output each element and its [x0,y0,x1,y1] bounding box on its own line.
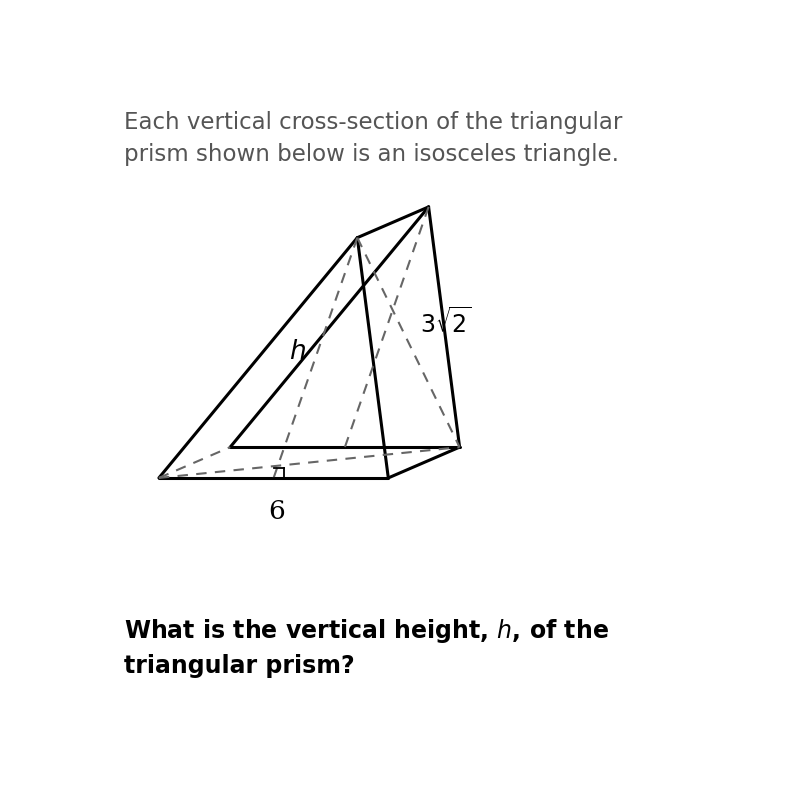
Text: 6: 6 [268,499,285,525]
Text: Each vertical cross-section of the triangular
prism shown below is an isosceles : Each vertical cross-section of the trian… [123,111,622,166]
Text: What is the vertical height, $h$, of the
triangular prism?: What is the vertical height, $h$, of the… [123,617,609,678]
Text: $h$: $h$ [289,339,306,364]
Text: $3\sqrt{2}$: $3\sqrt{2}$ [420,307,471,338]
